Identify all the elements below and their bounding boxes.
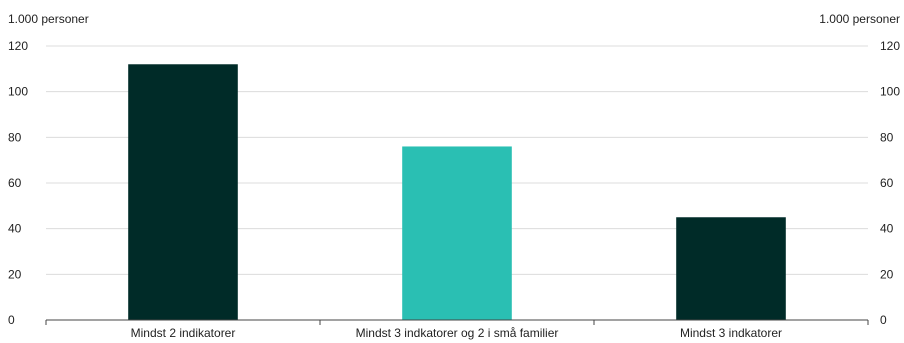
y-tick-label-right: 20 bbox=[880, 267, 894, 281]
y-tick-label-left: 0 bbox=[8, 313, 15, 327]
bar bbox=[402, 146, 512, 320]
y-axis-unit-right: 1.000 personer bbox=[819, 12, 900, 26]
y-tick-label-right: 120 bbox=[880, 39, 900, 53]
bar bbox=[676, 217, 786, 320]
y-tick-label-right: 60 bbox=[880, 176, 894, 190]
y-tick-label-left: 40 bbox=[8, 222, 22, 236]
y-tick-label-left: 20 bbox=[8, 267, 22, 281]
y-tick-label-right: 40 bbox=[880, 222, 894, 236]
y-tick-label-right: 100 bbox=[880, 85, 900, 99]
x-tick-label: Mindst 2 indikatorer bbox=[131, 326, 236, 340]
y-tick-label-left: 120 bbox=[8, 39, 28, 53]
y-tick-label-right: 80 bbox=[880, 130, 894, 144]
y-tick-label-left: 60 bbox=[8, 176, 22, 190]
y-axis-unit-left: 1.000 personer bbox=[8, 12, 89, 26]
y-tick-label-right: 0 bbox=[880, 313, 887, 327]
x-tick-label: Mindst 3 indkatorer og 2 i små familier bbox=[356, 326, 559, 340]
x-tick-label: Mindst 3 indkatorer bbox=[680, 326, 782, 340]
bar bbox=[128, 64, 238, 321]
y-tick-label-left: 80 bbox=[8, 130, 22, 144]
y-tick-label-left: 100 bbox=[8, 85, 28, 99]
